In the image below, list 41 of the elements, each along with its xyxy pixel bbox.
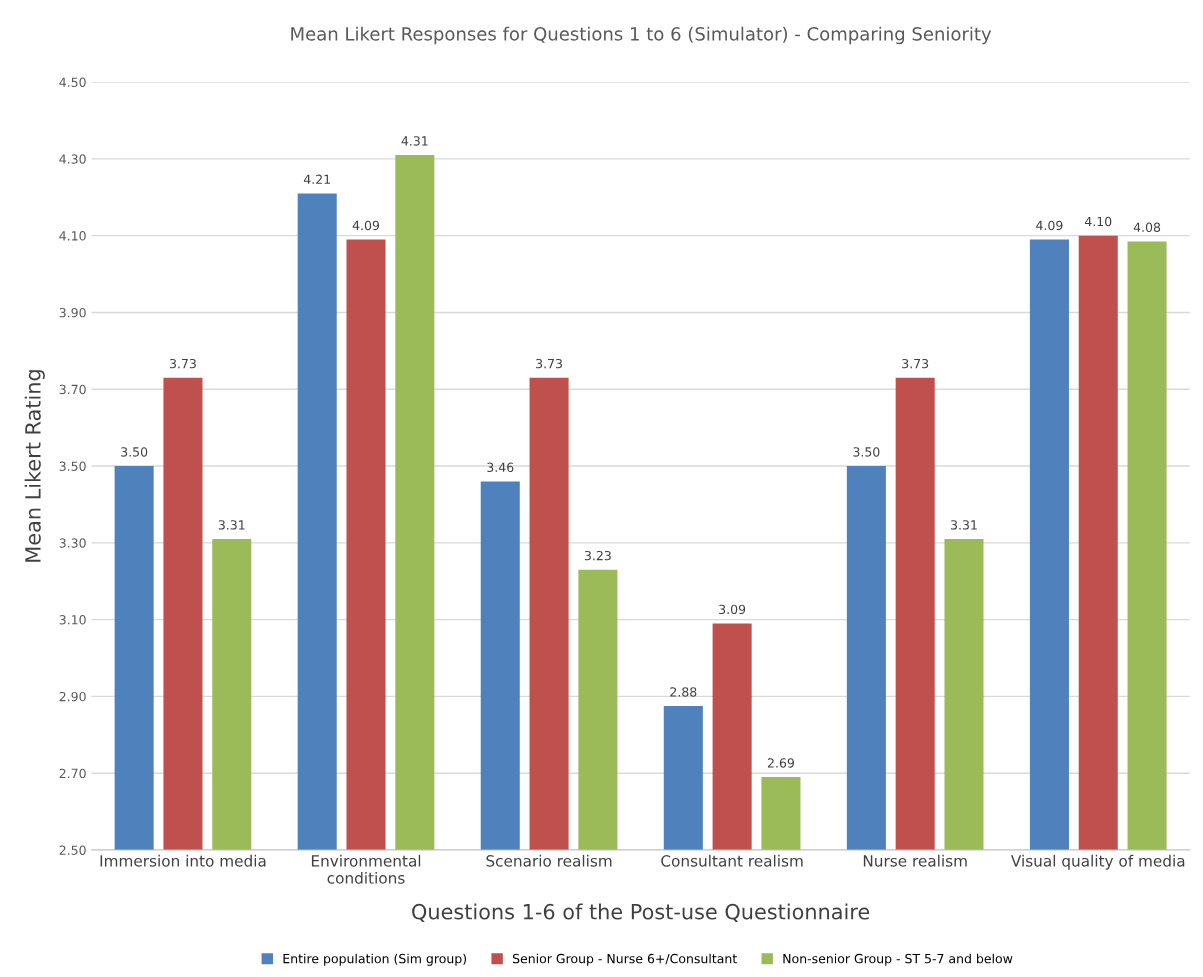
y-tick-label: 3.70 [59, 384, 86, 395]
data-label: 3.50 [853, 447, 880, 457]
data-label: 3.31 [951, 520, 977, 530]
data-label: 3.46 [487, 462, 514, 473]
data-label: 2.69 [767, 758, 794, 768]
data-label: 3.50 [121, 447, 148, 457]
y-tick-label: 2.70 [59, 768, 86, 779]
data-label: 3.31 [218, 520, 245, 530]
legend-label: Non-senior Group - ST 5-7 and below [783, 953, 1013, 966]
data-label: 4.31 [401, 136, 428, 146]
y-tick-label: 3.30 [59, 538, 86, 548]
legend-label: Entire population (Sim group) [283, 953, 467, 966]
data-label: 3.73 [536, 358, 562, 369]
data-label: 4.21 [303, 174, 330, 184]
data-label: 2.88 [670, 687, 697, 697]
data-label: 4.10 [1084, 216, 1112, 227]
data-label: 4.09 [352, 220, 380, 231]
x-tick-label: Consultant realism [661, 854, 803, 867]
y-tick-label: 4.50 [59, 77, 86, 87]
data-label: 4.08 [1133, 222, 1161, 233]
legend-label: Senior Group - Nurse 6+/Consultant [512, 953, 737, 966]
y-tick-label: 4.30 [59, 154, 86, 164]
data-label: 3.23 [584, 550, 611, 561]
data-label: 4.09 [1036, 220, 1063, 231]
x-tick-label: Environmental conditions [311, 854, 421, 884]
x-tick-label: Nurse realism [863, 854, 967, 867]
data-label: 3.73 [169, 358, 196, 369]
data-label: 3.09 [719, 604, 746, 615]
chart-title: Mean Likert Responses for Questions 1 to 6 (Simulator) - Comparing Seniority [291, 26, 992, 45]
data-label: 3.73 [902, 358, 929, 369]
x-tick-label: Immersion into media [100, 854, 266, 867]
x-tick-label: Scenario realism [486, 854, 612, 867]
y-tick-label: 2.90 [59, 691, 86, 702]
y-axis-title: Mean Likert Rating [24, 370, 45, 562]
x-axis-title: Questions 1-6 of the Post-use Questionnaire [412, 903, 870, 922]
x-tick-label: Visual quality of media [1010, 854, 1185, 870]
y-tick-label: 3.50 [59, 461, 86, 471]
y-tick-label: 3.10 [59, 615, 86, 625]
y-tick-label: 2.50 [59, 845, 86, 855]
y-tick-label: 3.90 [59, 307, 86, 318]
y-tick-label: 4.10 [59, 231, 86, 241]
